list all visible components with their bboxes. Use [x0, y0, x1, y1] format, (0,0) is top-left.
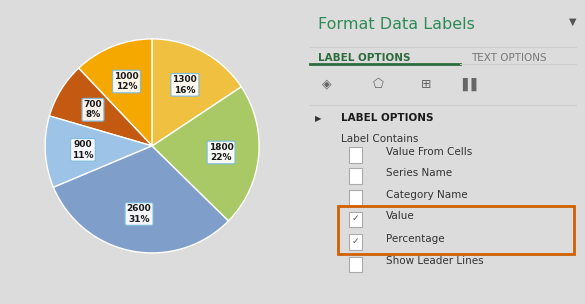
Text: Series Name: Series Name: [387, 168, 453, 178]
Wedge shape: [45, 116, 152, 187]
FancyBboxPatch shape: [349, 190, 362, 206]
Text: 2600
31%: 2600 31%: [127, 204, 152, 224]
FancyBboxPatch shape: [349, 168, 362, 184]
Text: LABEL OPTIONS: LABEL OPTIONS: [318, 53, 411, 63]
Wedge shape: [152, 87, 259, 221]
Text: ⬠: ⬠: [373, 78, 383, 91]
Text: Format Data Labels: Format Data Labels: [318, 17, 475, 32]
Text: 1800
22%: 1800 22%: [209, 143, 233, 162]
Wedge shape: [152, 39, 241, 146]
Wedge shape: [53, 146, 229, 253]
Text: ✓: ✓: [352, 237, 359, 245]
Text: Percentage: Percentage: [387, 234, 445, 244]
Text: 700
8%: 700 8%: [84, 100, 102, 119]
Text: TEXT OPTIONS: TEXT OPTIONS: [472, 53, 547, 63]
Text: ▼: ▼: [569, 17, 576, 27]
Text: LABEL OPTIONS: LABEL OPTIONS: [341, 113, 433, 123]
Wedge shape: [78, 39, 152, 146]
Text: ✓: ✓: [352, 214, 359, 223]
Text: ◈: ◈: [322, 78, 332, 91]
Text: 1000
12%: 1000 12%: [114, 72, 139, 91]
Text: Value From Cells: Value From Cells: [387, 147, 473, 157]
FancyBboxPatch shape: [349, 147, 362, 163]
Text: Show Leader Lines: Show Leader Lines: [387, 257, 484, 266]
Text: ▌▌: ▌▌: [462, 78, 481, 91]
Text: Value: Value: [387, 212, 415, 221]
FancyBboxPatch shape: [349, 212, 362, 227]
Text: 900
11%: 900 11%: [72, 140, 94, 160]
Text: 1300
16%: 1300 16%: [173, 75, 197, 95]
Wedge shape: [49, 68, 152, 146]
FancyBboxPatch shape: [349, 257, 362, 272]
Text: Label Contains: Label Contains: [341, 134, 418, 144]
Text: Category Name: Category Name: [387, 190, 468, 199]
FancyBboxPatch shape: [349, 234, 362, 250]
Text: ⊞: ⊞: [421, 78, 431, 91]
Text: ▶: ▶: [315, 114, 322, 123]
